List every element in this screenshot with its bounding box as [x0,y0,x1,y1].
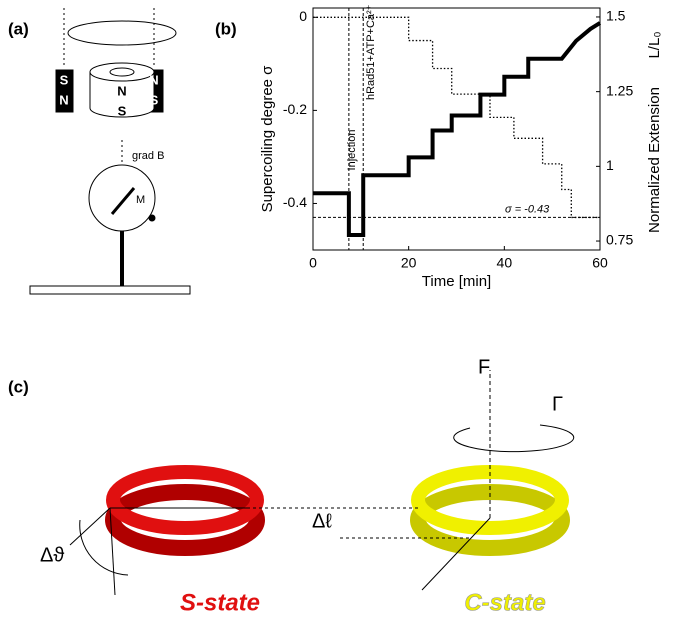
axis [421,517,491,591]
axis [69,507,111,546]
rotation [67,20,177,46]
torque [453,424,575,453]
x-tick-label: 0 [309,255,317,271]
state-label: C-state [464,589,545,616]
y2-axis-label: Normalized Extension [646,87,663,233]
injection-label: Injection [346,130,358,171]
state-label: S-state [180,589,260,616]
coil [106,465,264,535]
angle [79,519,129,576]
pole: N [117,83,126,98]
gradient-label: grad B [132,150,164,162]
chart: 0 20 40 60 -0.4 -0.2 0 0.75 1 1.25 1.5 Time [min] Su… [259,4,663,290]
pole: S [150,92,159,107]
ring-hole [109,67,135,77]
panel-label: (c) [8,377,29,396]
y2-tick-label: 1.5 [606,8,626,24]
pole: N [59,92,68,107]
y-tick-label: -0.2 [283,101,307,117]
y-axis-label: Supercoiling degree σ [259,65,276,213]
pole: N [149,72,158,87]
x-tick-label: 40 [497,255,513,271]
coil [410,484,570,556]
x-axis-label: Time [min] [422,273,491,290]
ring-top [89,62,155,82]
x-tick-label: 60 [592,255,608,271]
x-tick-label: 20 [401,255,417,271]
moment [110,187,136,215]
reference-label: σ = -0.43 [505,203,550,215]
force-label: F [478,356,490,378]
angle-label: Δϑ [40,544,64,566]
panel-label: (a) [8,19,29,38]
series-line [313,21,602,238]
magnet [55,69,74,113]
panel-a [29,8,191,295]
y2-axis-symbol: L/L₀ [646,31,663,58]
pole: S [118,103,127,118]
coil [105,484,265,556]
ring-magnet [89,72,155,118]
torque-label: Γ [552,393,563,415]
y-tick-label: 0 [299,8,307,24]
y2-tick-label: 0.75 [606,232,633,248]
y2-tick-label: 1.25 [606,82,633,98]
plot-frame [312,7,601,251]
axis [109,507,116,596]
injection-text: hRad51+ATP+Ca²⁺ [365,4,377,100]
pole: S [60,72,69,87]
moment-label: M [136,194,145,206]
panel-label: (b) [215,19,237,38]
length-label: Δℓ [312,510,332,532]
surface [29,285,191,295]
y-tick-label: -0.4 [283,194,307,210]
y2-tick-label: 1 [606,157,614,173]
panel-c [69,370,575,596]
anchor [148,214,156,222]
